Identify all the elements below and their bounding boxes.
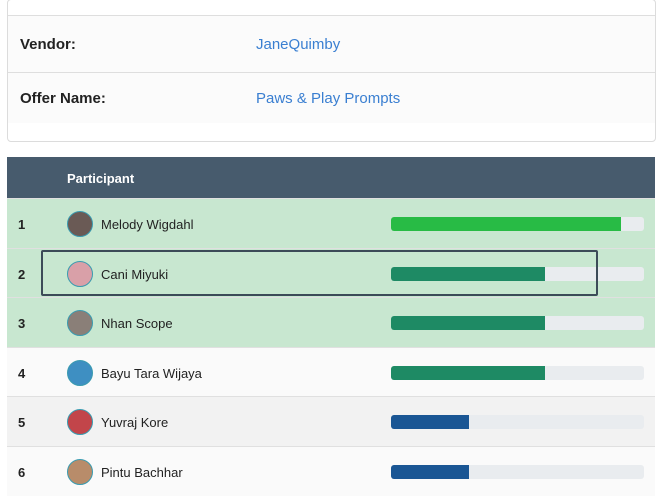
avatar: [67, 409, 93, 436]
progress-track: [391, 266, 644, 281]
progress-track: [391, 415, 644, 430]
detail-row: Offer Name: Paws & Play Prompts: [8, 72, 655, 123]
avatar: [67, 459, 93, 485]
participant-name: Nhan Scope: [101, 316, 173, 332]
progress-bar: [391, 217, 622, 231]
avatar: [67, 260, 93, 287]
participant-name: Yuvraj Kore: [101, 415, 169, 431]
table-row[interactable]: 5 Yuvraj Kore: [7, 396, 655, 447]
rank: 5: [18, 415, 26, 431]
progress-bar: [391, 316, 546, 331]
participant-name: Pintu Bachhar: [101, 465, 183, 480]
detail-link[interactable]: JaneQuimby: [256, 35, 341, 53]
detail-label: Offer Name:: [20, 89, 106, 107]
progress-bar: [391, 365, 546, 380]
table-header: Participant: [7, 157, 655, 198]
rank: 1: [18, 217, 26, 232]
focus-outline: [41, 250, 598, 296]
progress-track: [391, 316, 644, 331]
table-row[interactable]: 4 Bayu Tara Wijaya: [7, 346, 655, 397]
details-card: Vendor: JaneQuimby Offer Name: Paws & Pl…: [7, 0, 656, 142]
progress-bar: [391, 266, 546, 281]
rank: 4: [18, 365, 26, 381]
header-cell: Participant: [67, 171, 135, 186]
participant-name: Melody Wigdahl: [101, 217, 194, 232]
participant-name: Cani Miyuki: [101, 266, 169, 282]
rank: 2: [18, 266, 26, 282]
avatar: [67, 310, 93, 337]
progress-track: [391, 465, 644, 479]
detail-label: Vendor:: [20, 35, 76, 53]
rank: 3: [18, 316, 26, 332]
table-row[interactable]: 6 Pintu Bachhar: [7, 446, 655, 496]
avatar: [67, 359, 93, 386]
table-row[interactable]: 3 Nhan Scope: [7, 297, 655, 348]
detail-row: Vendor: JaneQuimby: [8, 15, 655, 72]
rank: 6: [18, 465, 26, 480]
avatar: [67, 211, 93, 237]
table-row[interactable]: 1 Melody Wigdahl: [7, 198, 655, 248]
progress-track: [391, 365, 644, 380]
progress-track: [391, 217, 644, 231]
progress-bar: [391, 465, 470, 479]
detail-link[interactable]: Paws & Play Prompts: [256, 89, 401, 107]
progress-bar: [391, 415, 470, 430]
table-row[interactable]: 2 Cani Miyuki: [7, 247, 655, 298]
participant-name: Bayu Tara Wijaya: [101, 365, 202, 381]
